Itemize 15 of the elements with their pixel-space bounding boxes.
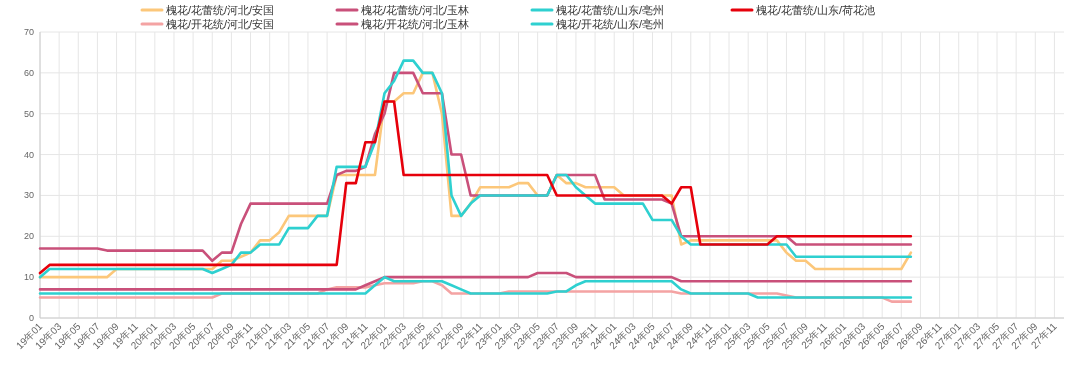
y-tick-label: 50 — [23, 108, 34, 119]
legend-label: 槐花/开花统/河北/安国 — [166, 18, 275, 30]
y-tick-label: 40 — [23, 149, 34, 160]
legend-label: 槐花/花蕾统/山东/荷花池 — [756, 4, 876, 16]
legend-label: 槐花/花蕾统/河北/安国 — [166, 4, 275, 16]
legend-label: 槐花/花蕾统/河北/玉林 — [361, 4, 470, 16]
y-tick-label: 60 — [23, 67, 34, 78]
y-tick-label: 0 — [28, 313, 34, 323]
legend-label: 槐花/开花统/山东/亳州 — [556, 18, 665, 30]
y-tick-label: 30 — [23, 190, 34, 201]
legend-label: 槐花/开花统/河北/玉林 — [361, 18, 470, 30]
y-tick-label: 20 — [23, 231, 34, 242]
y-tick-label: 70 — [23, 27, 34, 37]
legend-label: 槐花/花蕾统/山东/亳州 — [556, 4, 665, 16]
y-tick-label: 10 — [23, 272, 34, 283]
